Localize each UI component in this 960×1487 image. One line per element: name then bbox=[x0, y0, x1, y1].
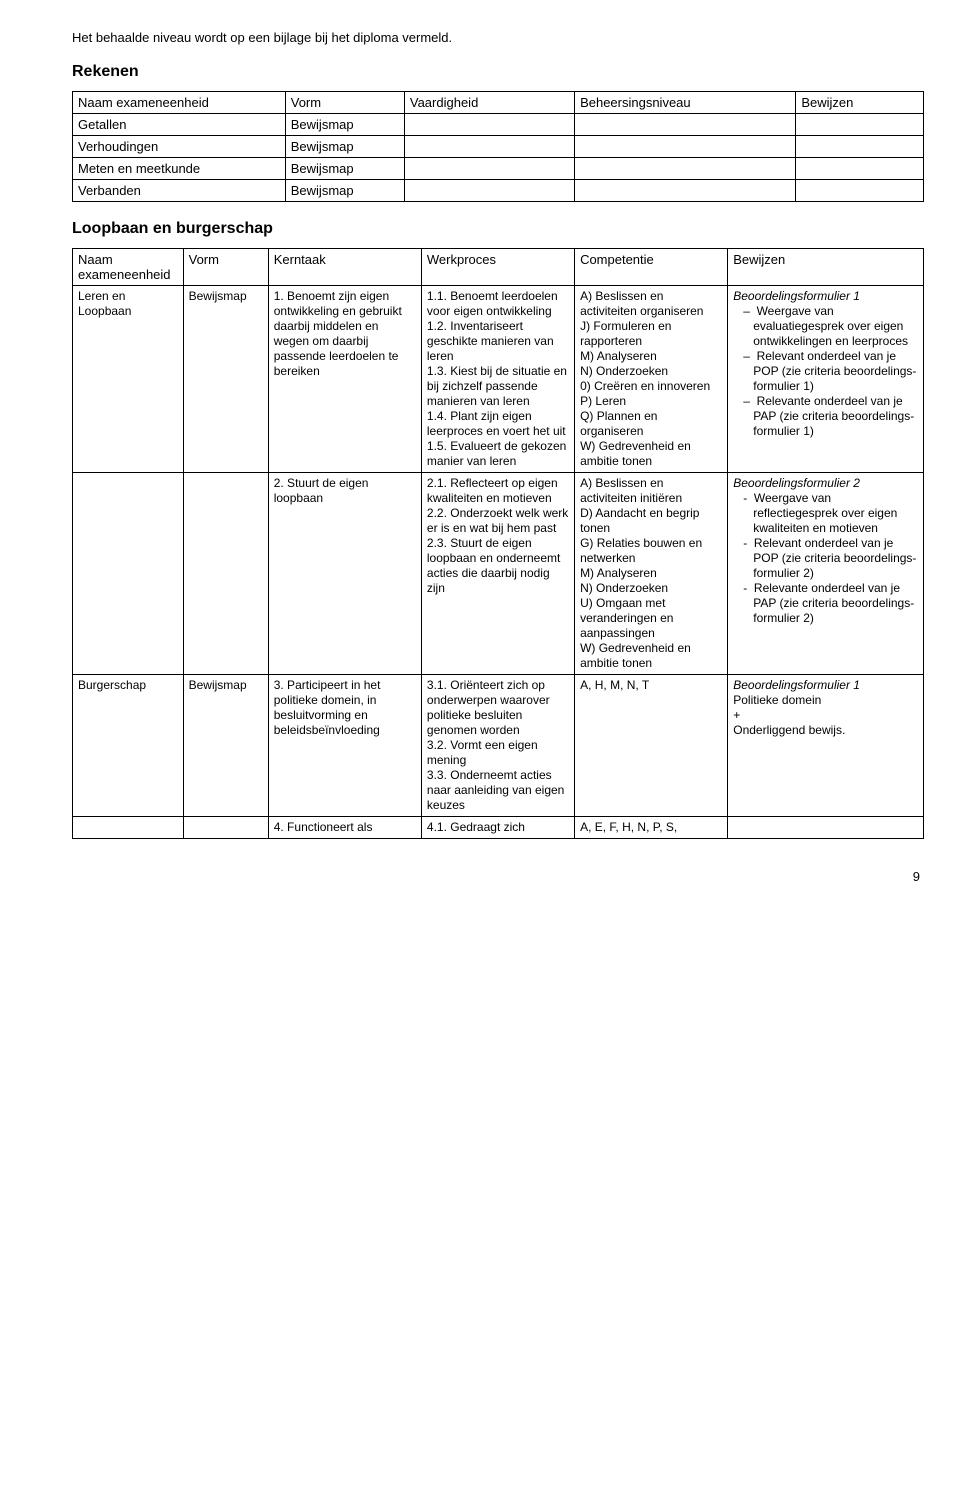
table-row: VerhoudingenBewijsmap bbox=[73, 136, 924, 158]
col-header: Werkproces bbox=[421, 249, 574, 286]
table-cell: A) Beslissen en activiteiten organiseren… bbox=[575, 286, 728, 473]
table-cell: 3.1. Oriënteert zich op onderwerpen waar… bbox=[421, 675, 574, 817]
table-row: GetallenBewijsmap bbox=[73, 114, 924, 136]
table-cell bbox=[796, 114, 924, 136]
table-cell: 1. Benoemt zijn eigen ontwikkeling en ge… bbox=[268, 286, 421, 473]
table-cell: Burgerschap bbox=[73, 675, 184, 817]
section2-title: Loopbaan en burgerschap bbox=[72, 220, 924, 238]
table-cell bbox=[73, 473, 184, 675]
table-cell: A, H, M, N, T bbox=[575, 675, 728, 817]
table-cell bbox=[796, 180, 924, 202]
table-cell: Beoordelingsformulier 1Politieke domein+… bbox=[728, 675, 924, 817]
table-header-row: Naam exameneenheid Vorm Vaardigheid Behe… bbox=[73, 92, 924, 114]
table-cell: Bewijsmap bbox=[183, 675, 268, 817]
table-cell: Beoordelingsformulier 2- Weergave van re… bbox=[728, 473, 924, 675]
table-cell: 2. Stuurt de eigen loopbaan bbox=[268, 473, 421, 675]
table-row: VerbandenBewijsmap bbox=[73, 180, 924, 202]
intro-text: Het behaalde niveau wordt op een bijlage… bbox=[72, 30, 924, 45]
col-header: Naam exameneenheid bbox=[73, 92, 286, 114]
table-cell bbox=[404, 136, 574, 158]
table-cell: Getallen bbox=[73, 114, 286, 136]
table-cell bbox=[796, 158, 924, 180]
col-header: Bewijzen bbox=[728, 249, 924, 286]
col-header: Vaardigheid bbox=[404, 92, 574, 114]
table-row: Meten en meetkundeBewijsmap bbox=[73, 158, 924, 180]
table-cell bbox=[73, 817, 184, 839]
table-loopbaan: Naam exameneenheid Vorm Kerntaak Werkpro… bbox=[72, 248, 924, 839]
table-cell bbox=[796, 136, 924, 158]
table-cell bbox=[575, 114, 796, 136]
table-cell: 4.1. Gedraagt zich bbox=[421, 817, 574, 839]
table-row: 2. Stuurt de eigen loopbaan2.1. Reflecte… bbox=[73, 473, 924, 675]
table-cell bbox=[575, 158, 796, 180]
table-cell: 2.1. Reflecteert op eigen kwaliteiten en… bbox=[421, 473, 574, 675]
section1-title: Rekenen bbox=[72, 63, 924, 81]
col-header: Beheersingsniveau bbox=[575, 92, 796, 114]
table-row: Leren en LoopbaanBewijsmap1. Benoemt zij… bbox=[73, 286, 924, 473]
table-cell: A) Beslissen en activiteiten initiërenD)… bbox=[575, 473, 728, 675]
table-cell: 3. Participeert in het politieke domein,… bbox=[268, 675, 421, 817]
col-header: Naam exameneenheid bbox=[73, 249, 184, 286]
page-number: 9 bbox=[72, 869, 924, 884]
table-cell: Bewijsmap bbox=[183, 286, 268, 473]
table-cell: Verhoudingen bbox=[73, 136, 286, 158]
table-rekenen: Naam exameneenheid Vorm Vaardigheid Behe… bbox=[72, 91, 924, 202]
table-cell bbox=[404, 114, 574, 136]
col-header: Kerntaak bbox=[268, 249, 421, 286]
table-cell bbox=[575, 136, 796, 158]
table-header-row: Naam exameneenheid Vorm Kerntaak Werkpro… bbox=[73, 249, 924, 286]
table-cell: Bewijsmap bbox=[285, 136, 404, 158]
col-header: Vorm bbox=[183, 249, 268, 286]
col-header: Vorm bbox=[285, 92, 404, 114]
table-cell: Meten en meetkunde bbox=[73, 158, 286, 180]
table-cell bbox=[404, 158, 574, 180]
table-cell: 1.1. Benoemt leerdoelen voor eigen ontwi… bbox=[421, 286, 574, 473]
table-row: BurgerschapBewijsmap3. Participeert in h… bbox=[73, 675, 924, 817]
table-cell bbox=[183, 817, 268, 839]
table-cell: Bewijsmap bbox=[285, 158, 404, 180]
table-cell: Bewijsmap bbox=[285, 180, 404, 202]
col-header: Competentie bbox=[575, 249, 728, 286]
table-cell bbox=[728, 817, 924, 839]
table-cell: Leren en Loopbaan bbox=[73, 286, 184, 473]
table-cell: 4. Functioneert als bbox=[268, 817, 421, 839]
table-cell bbox=[404, 180, 574, 202]
table-cell: A, E, F, H, N, P, S, bbox=[575, 817, 728, 839]
table-cell: Bewijsmap bbox=[285, 114, 404, 136]
table-cell: Beoordelingsformulier 1– Weergave van ev… bbox=[728, 286, 924, 473]
table-cell bbox=[575, 180, 796, 202]
col-header: Bewijzen bbox=[796, 92, 924, 114]
table-cell: Verbanden bbox=[73, 180, 286, 202]
table-row: 4. Functioneert als4.1. Gedraagt zichA, … bbox=[73, 817, 924, 839]
table-cell bbox=[183, 473, 268, 675]
